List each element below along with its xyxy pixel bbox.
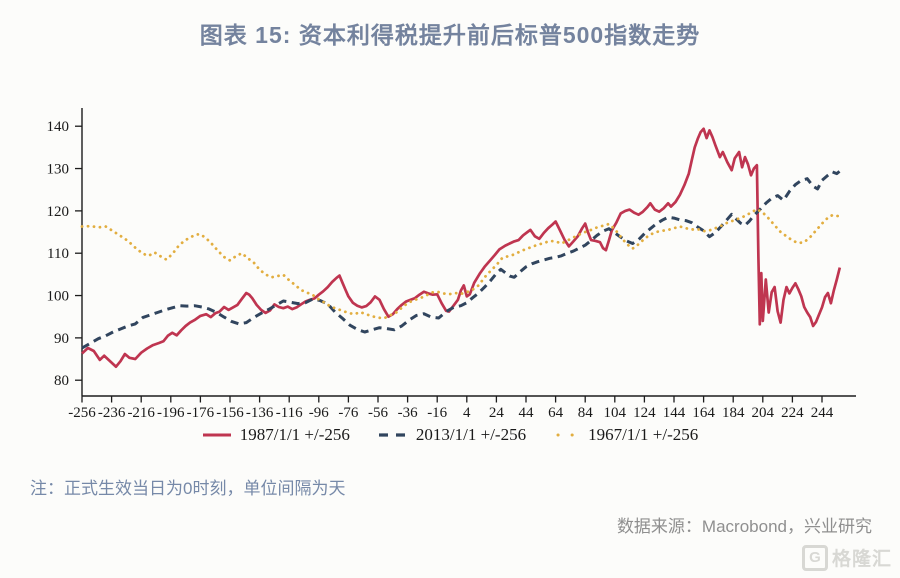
y-tick-label: 120 — [47, 204, 70, 220]
chart-legend: 1987/1/1 +/-256 2013/1/1 +/-256 1967/1/1… — [0, 425, 900, 445]
x-tick-label: 244 — [811, 405, 834, 421]
gelonghui-logo-text: 格隆汇 — [831, 549, 892, 570]
series-line-1987 — [81, 127, 842, 369]
x-tick-label: -156 — [216, 405, 244, 421]
y-tick-label: 90 — [54, 331, 69, 347]
gelonghui-logo-icon: G — [801, 544, 828, 571]
y-tick-label: 110 — [47, 246, 69, 262]
x-tick-label: 144 — [663, 405, 686, 421]
footnote: 注：正式生效当日为0时刻，单位间隔为天 — [30, 479, 346, 498]
legend-swatch-solid-icon — [202, 433, 231, 437]
x-tick-label: 4 — [463, 405, 471, 421]
legend-label-1967: 1967/1/1 +/-256 — [588, 425, 699, 444]
x-tick-label: -56 — [368, 405, 388, 421]
gelonghui-watermark: G 格隆汇 — [801, 544, 892, 571]
x-tick-label: -76 — [338, 405, 358, 421]
data-source: 数据来源：Macrobond，兴业研究 — [616, 517, 872, 536]
series-line-2013 — [81, 169, 841, 350]
legend-label-2013: 2013/1/1 +/-256 — [415, 425, 527, 444]
x-tick-label: -176 — [187, 405, 215, 421]
x-tick-label: 224 — [781, 405, 804, 421]
x-tick-label: -36 — [398, 405, 418, 421]
x-tick-label: 204 — [752, 405, 775, 421]
x-tick-label: 84 — [578, 405, 594, 421]
x-tick-label: -116 — [276, 405, 303, 421]
x-tick-label: -216 — [127, 405, 155, 421]
x-tick-label: -196 — [157, 405, 185, 421]
x-tick-label: -16 — [427, 405, 447, 421]
x-tick-label: 104 — [604, 405, 627, 421]
legend-item-1987: 1987/1/1 +/-256 — [202, 425, 350, 445]
x-tick-label: -236 — [98, 405, 126, 421]
x-tick-label: 124 — [633, 405, 656, 421]
series-line-1967 — [80, 207, 842, 320]
x-tick-label: -256 — [68, 405, 96, 421]
x-tick-label: 64 — [548, 405, 564, 421]
y-tick-label: 130 — [47, 162, 70, 178]
x-tick-label: 164 — [692, 405, 715, 421]
x-tick-label: 24 — [489, 405, 505, 421]
x-tick-label: 184 — [722, 405, 745, 421]
y-tick-label: 140 — [47, 119, 70, 135]
sp500-line-chart: -256 -236 -216 -196 -176 -156 -136 -116 -96 -76 -5… — [47, 108, 856, 421]
y-tick-label: 80 — [54, 373, 69, 389]
x-tick-label: -96 — [309, 405, 329, 421]
legend-item-2013: 2013/1/1 +/-256 — [378, 425, 526, 445]
x-tick-label: 44 — [519, 405, 535, 421]
y-tick-label: 100 — [47, 289, 70, 305]
chart-title: 图表 15: 资本利得税提升前后标普500指数走势 — [199, 22, 701, 48]
legend-label-1987: 1987/1/1 +/-256 — [239, 425, 350, 444]
x-tick-label: -136 — [246, 405, 274, 421]
legend-swatch-dashed-icon — [378, 433, 407, 437]
legend-item-1967: 1967/1/1 +/-256 — [554, 425, 698, 445]
legend-swatch-dotted-icon — [556, 433, 581, 437]
